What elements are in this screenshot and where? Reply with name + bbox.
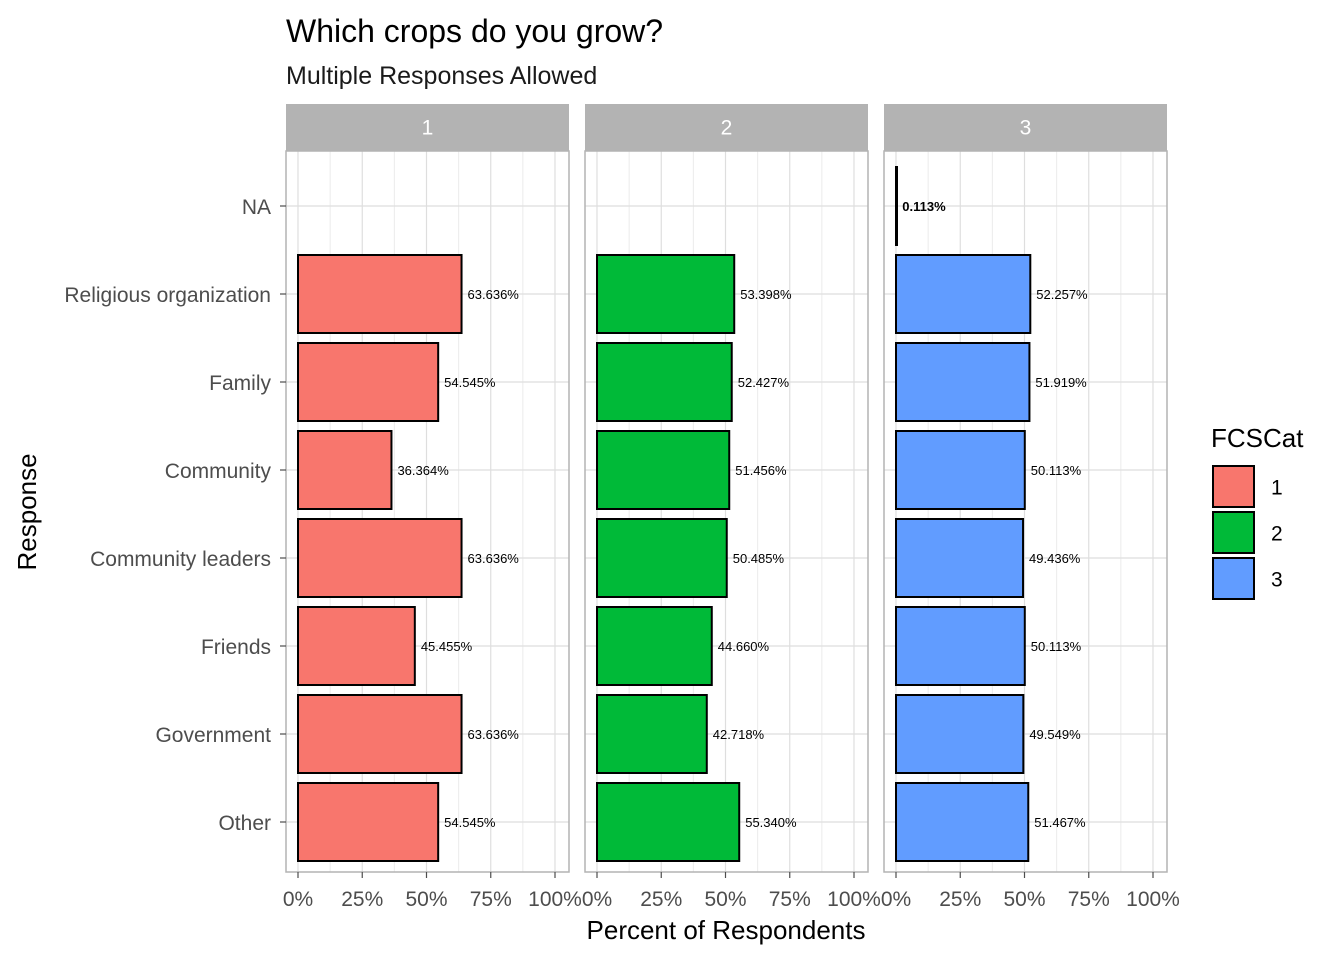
panel-border [285,150,570,873]
bar [596,782,741,862]
legend-key-2 [1212,511,1255,554]
bar-data-label: 50.113% [1031,639,1082,654]
legend: FCSCat 1 2 3 [1211,423,1304,600]
bar-data-label: 51.467% [1034,815,1086,830]
x-tick-label: 25% [939,888,981,911]
x-tick-label: 75% [769,888,811,911]
bar [297,342,440,422]
facet-panel-2: 2 53.398% 52.427% 51.456% 50.485% 44.660% 42.7… [582,104,881,911]
bar-data-label: 53.398% [740,287,792,302]
bar [297,430,393,510]
bar [297,782,440,862]
bar [895,430,1026,510]
x-tick-label: 25% [640,888,682,911]
legend-key-3 [1212,557,1255,600]
bar-data-label: 50.485% [733,551,785,566]
bar-data-label: 45.455% [421,639,473,654]
bar-data-label: 52.257% [1036,287,1088,302]
bar-data-label: 50.113% [1031,463,1082,478]
x-tick-label: 0% [283,888,313,911]
bar [596,518,728,598]
bar-data-label: 54.545% [444,815,496,830]
category-axis: NA Religious organization Family Community C… [64,196,286,835]
category-label: Friends [201,636,271,659]
bar-data-label: 51.456% [735,463,787,478]
bar-data-label: 49.436% [1029,551,1081,566]
bar [895,254,1032,334]
facet-strip-label: 2 [721,117,733,140]
x-tick-label: 75% [1068,888,1110,911]
bar [297,606,416,686]
category-label: Community leaders [90,548,271,571]
bar-data-label: 44.660% [718,639,770,654]
category-label: Religious organization [64,284,271,307]
bar [895,694,1025,774]
bar [895,782,1030,862]
bar [895,342,1031,422]
bar [297,254,463,334]
category-label: Other [218,812,271,835]
bar-data-label: 63.636% [468,287,520,302]
legend-label-1: 1 [1271,477,1283,500]
facet-panels: 1 63.636% 54.545% 36.364% 63.636% 45.455% 63.6… [283,104,1180,911]
bar [596,694,708,774]
y-axis-title: Response [12,453,42,570]
x-tick-label: 25% [341,888,383,911]
facet-panel-1: 1 63.636% 54.545% 36.364% 63.636% 45.455% 63.6… [283,104,582,911]
bar-data-label: 49.549% [1029,727,1081,742]
x-tick-label: 100% [528,888,582,911]
bar-data-label: 55.340% [745,815,797,830]
bar [596,254,736,334]
category-label: Government [155,724,271,747]
facet-panel-3: 3 0.113% 52.257% 51.919% 50.113% 49.436% 50.11… [881,104,1180,911]
category-label: Community [165,460,272,483]
x-tick-label: 100% [827,888,881,911]
panel-border [883,150,1168,873]
category-label: Family [209,372,271,395]
legend-key-1 [1212,465,1255,508]
legend-title: FCSCat [1211,423,1304,453]
bar-data-label: 63.636% [468,727,520,742]
facet-strip-label: 1 [422,117,434,140]
facet-strip [286,104,569,151]
facet-strip [585,104,868,151]
bar [596,430,731,510]
x-tick-label: 0% [582,888,612,911]
x-tick-label: 0% [881,888,911,911]
bar-data-label: 54.545% [444,375,496,390]
bar-data-label: 36.364% [397,463,449,478]
legend-label-3: 3 [1271,569,1283,592]
bar [895,166,898,246]
bar [596,342,733,422]
bar-data-label: 0.113% [902,199,946,214]
bar [895,518,1025,598]
bar [895,606,1026,686]
x-tick-label: 100% [1126,888,1180,911]
bar [297,694,463,774]
x-tick-label: 50% [704,888,746,911]
bar-data-label: 52.427% [738,375,790,390]
bar-data-label: 51.919% [1035,375,1087,390]
facet-strip [884,104,1167,151]
x-axis-title: Percent of Respondents [587,915,866,945]
x-tick-label: 50% [405,888,447,911]
bar [297,518,463,598]
facet-strip-label: 3 [1020,117,1032,140]
legend-label-2: 2 [1271,523,1283,546]
bar [596,606,713,686]
panel-border [584,150,869,873]
x-tick-label: 50% [1003,888,1045,911]
bar-data-label: 63.636% [468,551,520,566]
chart-subtitle: Multiple Responses Allowed [286,62,597,90]
chart-title: Which crops do you grow? [286,13,663,49]
bar-data-label: 42.718% [713,727,765,742]
category-label: NA [242,196,271,219]
x-tick-label: 75% [470,888,512,911]
